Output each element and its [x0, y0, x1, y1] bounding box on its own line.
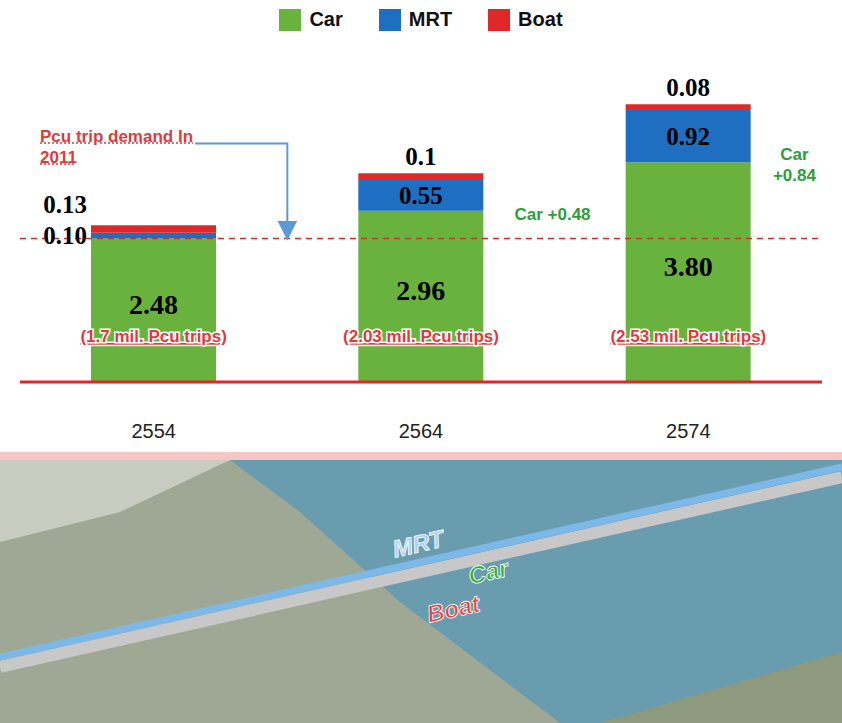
- svg-text:0.08: 0.08: [666, 74, 710, 101]
- svg-text:2.48: 2.48: [129, 289, 178, 320]
- svg-text:Boat: Boat: [424, 589, 483, 627]
- svg-text:(1.7 mil. Pcu trips): (1.7 mil. Pcu trips): [80, 327, 226, 346]
- svg-text:2564: 2564: [399, 420, 444, 442]
- html-text:Car +0.84: Car +0.84: [772, 145, 816, 186]
- html-text:Boat: Boat: [518, 8, 563, 30]
- svg-text:2.96: 2.96: [396, 275, 445, 306]
- html-text:Car +0.48: Car +0.48: [514, 204, 591, 224]
- svg-text:(2.03 mil. Pcu trips): (2.03 mil. Pcu trips): [343, 327, 499, 346]
- svg-text:Car: Car: [466, 554, 513, 590]
- svg-text:0.55: 0.55: [399, 182, 443, 209]
- svg-text:3.80: 3.80: [664, 251, 713, 282]
- svg-text:0.13: 0.13: [43, 191, 87, 218]
- html-text:MRT: MRT: [408, 8, 453, 30]
- svg-text:0.10: 0.10: [43, 222, 87, 249]
- svg-text:0.1: 0.1: [405, 143, 436, 170]
- svg-text:MRT: MRT: [390, 524, 449, 562]
- html-text:Car: Car: [309, 8, 343, 30]
- svg-text:2574: 2574: [666, 420, 711, 442]
- svg-text:2554: 2554: [131, 420, 176, 442]
- html-text:Pcu trip demand In 2011: Pcu trip demand In 2011: [40, 126, 193, 167]
- svg-text:0.92: 0.92: [666, 123, 710, 150]
- svg-text:(2.53 mil. Pcu trips): (2.53 mil. Pcu trips): [610, 327, 766, 346]
